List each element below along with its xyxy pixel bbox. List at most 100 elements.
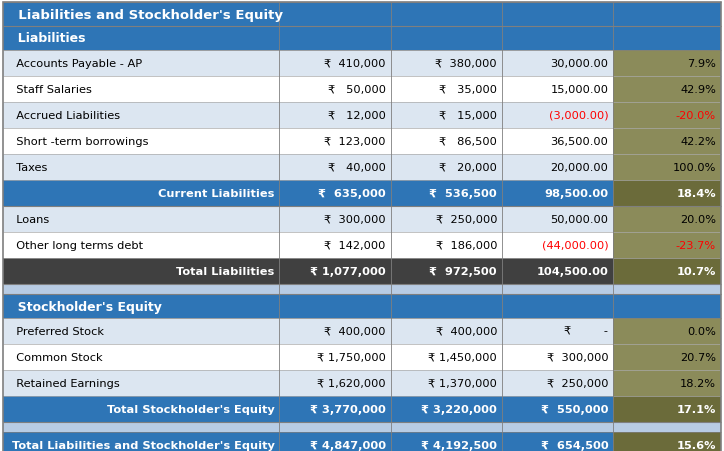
Text: ₹  142,000: ₹ 142,000 xyxy=(324,240,386,250)
Text: ₹  250,000: ₹ 250,000 xyxy=(547,378,608,388)
Text: Accounts Payable - AP: Accounts Payable - AP xyxy=(9,59,142,69)
Text: Staff Salaries: Staff Salaries xyxy=(9,85,92,95)
Text: Total Liabilities and Stockholder's Equity: Total Liabilities and Stockholder's Equi… xyxy=(12,440,274,450)
Text: 17.1%: 17.1% xyxy=(677,404,716,414)
Text: ₹   20,000: ₹ 20,000 xyxy=(439,163,497,173)
Bar xyxy=(391,232,502,258)
Text: Common Stock: Common Stock xyxy=(9,352,103,362)
Bar xyxy=(279,396,391,422)
Bar xyxy=(3,258,279,285)
Bar xyxy=(613,155,721,180)
Text: ₹  400,000: ₹ 400,000 xyxy=(324,326,386,336)
Bar xyxy=(613,103,721,129)
Text: 10.7%: 10.7% xyxy=(677,267,716,276)
Text: 98,500.00: 98,500.00 xyxy=(544,189,608,198)
Text: -23.7%: -23.7% xyxy=(676,240,716,250)
Text: ₹ 3,220,000: ₹ 3,220,000 xyxy=(421,404,497,414)
Text: Liabilities and Stockholder's Equity: Liabilities and Stockholder's Equity xyxy=(9,9,283,22)
Bar xyxy=(391,432,502,451)
Bar xyxy=(391,396,502,422)
Bar xyxy=(3,155,279,180)
Bar xyxy=(502,396,613,422)
Bar xyxy=(3,27,721,51)
Text: ₹   50,000: ₹ 50,000 xyxy=(328,85,386,95)
Bar xyxy=(391,77,502,103)
Text: ₹ 3,770,000: ₹ 3,770,000 xyxy=(310,404,386,414)
Text: ₹   35,000: ₹ 35,000 xyxy=(439,85,497,95)
Bar xyxy=(502,432,613,451)
Bar xyxy=(3,129,279,155)
Bar xyxy=(3,207,279,232)
Text: ₹  123,000: ₹ 123,000 xyxy=(324,137,386,147)
Text: ₹   86,500: ₹ 86,500 xyxy=(439,137,497,147)
Bar xyxy=(3,232,279,258)
Bar xyxy=(391,207,502,232)
Bar xyxy=(279,51,391,77)
Text: 104,500.00: 104,500.00 xyxy=(536,267,608,276)
Bar xyxy=(502,370,613,396)
Bar xyxy=(279,370,391,396)
Text: Total Stockholder's Equity: Total Stockholder's Equity xyxy=(106,404,274,414)
Text: Retained Earnings: Retained Earnings xyxy=(9,378,119,388)
Bar xyxy=(391,180,502,207)
Bar xyxy=(502,155,613,180)
Text: ₹ 1,750,000: ₹ 1,750,000 xyxy=(317,352,386,362)
Bar xyxy=(391,318,502,344)
Text: ₹   12,000: ₹ 12,000 xyxy=(328,111,386,121)
Text: ₹  300,000: ₹ 300,000 xyxy=(547,352,608,362)
Text: (44,000.00): (44,000.00) xyxy=(542,240,608,250)
Bar xyxy=(3,180,279,207)
Text: ₹  550,000: ₹ 550,000 xyxy=(541,404,608,414)
Bar xyxy=(3,432,279,451)
Text: Stockholder's Equity: Stockholder's Equity xyxy=(9,300,162,313)
Text: 30,000.00: 30,000.00 xyxy=(550,59,608,69)
Bar xyxy=(613,318,721,344)
Text: Accrued Liabilities: Accrued Liabilities xyxy=(9,111,120,121)
Text: ₹ 1,370,000: ₹ 1,370,000 xyxy=(428,378,497,388)
Bar xyxy=(279,155,391,180)
Text: 20,000.00: 20,000.00 xyxy=(550,163,608,173)
Bar xyxy=(279,207,391,232)
Bar xyxy=(391,370,502,396)
Bar xyxy=(391,103,502,129)
Text: -20.0%: -20.0% xyxy=(676,111,716,121)
Bar xyxy=(613,370,721,396)
Text: ₹  400,000: ₹ 400,000 xyxy=(436,326,497,336)
Text: ₹ 4,192,500: ₹ 4,192,500 xyxy=(421,440,497,450)
Text: (3,000.00): (3,000.00) xyxy=(549,111,608,121)
Text: ₹         -: ₹ - xyxy=(564,326,608,336)
Bar xyxy=(502,103,613,129)
Bar xyxy=(391,344,502,370)
Text: 18.2%: 18.2% xyxy=(680,378,716,388)
Bar xyxy=(613,432,721,451)
Text: ₹  300,000: ₹ 300,000 xyxy=(324,215,386,225)
Text: ₹  654,500: ₹ 654,500 xyxy=(541,440,608,450)
Bar xyxy=(502,180,613,207)
Text: ₹  380,000: ₹ 380,000 xyxy=(435,59,497,69)
Bar xyxy=(279,432,391,451)
Text: Other long terms debt: Other long terms debt xyxy=(9,240,143,250)
Bar xyxy=(613,207,721,232)
Text: ₹ 1,077,000: ₹ 1,077,000 xyxy=(310,267,386,276)
Text: ₹  972,500: ₹ 972,500 xyxy=(429,267,497,276)
Bar xyxy=(3,344,279,370)
Text: ₹  186,000: ₹ 186,000 xyxy=(436,240,497,250)
Bar xyxy=(613,232,721,258)
Text: 15,000.00: 15,000.00 xyxy=(550,85,608,95)
Bar xyxy=(3,422,721,432)
Text: 20.0%: 20.0% xyxy=(680,215,716,225)
Bar xyxy=(3,103,279,129)
Bar xyxy=(613,396,721,422)
Bar xyxy=(502,129,613,155)
Bar xyxy=(502,77,613,103)
Bar xyxy=(502,318,613,344)
Bar xyxy=(279,318,391,344)
Text: ₹ 1,450,000: ₹ 1,450,000 xyxy=(429,352,497,362)
Bar xyxy=(613,77,721,103)
Text: Current Liabilities: Current Liabilities xyxy=(158,189,274,198)
Bar xyxy=(613,258,721,285)
Text: ₹   40,000: ₹ 40,000 xyxy=(328,163,386,173)
Text: ₹  410,000: ₹ 410,000 xyxy=(324,59,386,69)
Text: 36,500.00: 36,500.00 xyxy=(550,137,608,147)
Bar xyxy=(3,51,279,77)
